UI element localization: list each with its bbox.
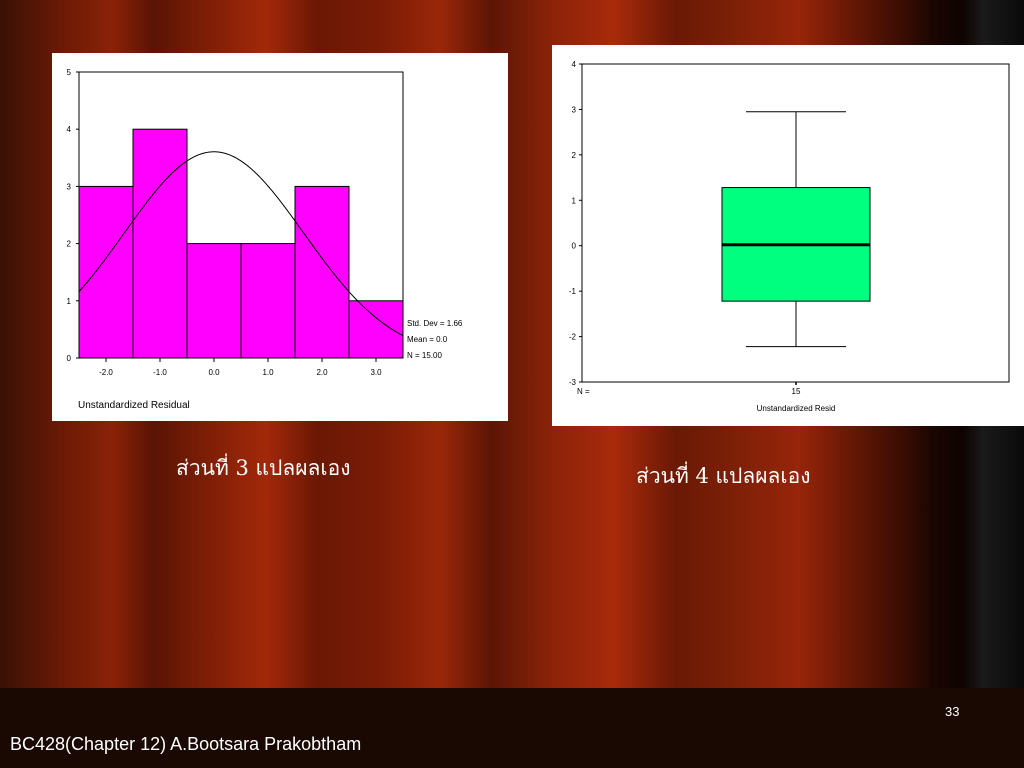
y-tick-label: -3 xyxy=(569,378,577,387)
x-tick-label: -1.0 xyxy=(153,368,167,377)
y-tick-label: 0 xyxy=(572,242,577,251)
caption-part-4: ส่วนที่ 4 แปลผลเอง xyxy=(636,464,811,488)
y-tick-label: 1 xyxy=(67,297,72,306)
histogram-bar-0 xyxy=(78,185,134,359)
stage-floor xyxy=(0,688,1024,768)
boxplot-panel: -3 -2 -1 0 1 2 3 4 N = 15 Unstandardized Resid xyxy=(552,45,1024,426)
x-axis-label: Unstandardized Resid xyxy=(757,404,836,413)
caption-part-3: ส่วนที่ 3 แปลผลเอง xyxy=(176,456,351,480)
stats-line-1: Mean = 0.0 xyxy=(407,335,448,344)
page-number: 33 xyxy=(945,704,960,719)
x-tick-label: -2.0 xyxy=(99,368,113,377)
histogram-bar-1 xyxy=(132,128,188,359)
histogram-bar-5 xyxy=(348,300,404,359)
stats-line-0: Std. Dev = 1.66 xyxy=(407,319,463,328)
x-tick-label: 1.0 xyxy=(262,368,274,377)
y-tick-label: 2 xyxy=(67,240,72,249)
histogram-chart: 0 1 2 3 4 5 -2.0 -1.0 0.0 1.0 2.0 3.0 Unstandardized… xyxy=(67,68,463,411)
boxplot-chart: -3 -2 -1 0 1 2 3 4 N = 15 Unstandardized Resid xyxy=(569,60,1010,413)
x-tick-label: 2.0 xyxy=(316,368,328,377)
n-label: N = xyxy=(577,387,590,396)
histogram-bar-3 xyxy=(240,243,296,359)
stats-line-2: N = 15.00 xyxy=(407,351,442,360)
footer-text: BC428(Chapter 12) A.Bootsara Prakobtham xyxy=(10,734,362,754)
y-tick-label: 2 xyxy=(572,151,577,160)
x-tick-label: 0.0 xyxy=(208,368,220,377)
normal-curve xyxy=(78,151,404,337)
y-tick-label: 1 xyxy=(572,196,577,205)
histogram-panel: 0 1 2 3 4 5 -2.0 -1.0 0.0 1.0 2.0 3.0 Unstandardized… xyxy=(52,53,508,421)
x-tick-label: 3.0 xyxy=(370,368,382,377)
histogram-bar-2 xyxy=(186,243,242,359)
y-tick-label: 5 xyxy=(67,68,72,77)
x-axis-label: Unstandardized Residual xyxy=(78,400,190,411)
y-tick-label: 4 xyxy=(67,125,72,134)
y-tick-label: 4 xyxy=(572,60,577,69)
n-value: 15 xyxy=(792,387,801,396)
y-tick-label: 3 xyxy=(67,182,72,191)
y-tick-label: -2 xyxy=(569,333,577,342)
y-tick-label: -1 xyxy=(569,287,577,296)
y-tick-label: 0 xyxy=(67,354,72,363)
histogram-bar-4 xyxy=(294,185,350,359)
y-tick-label: 3 xyxy=(572,105,577,114)
